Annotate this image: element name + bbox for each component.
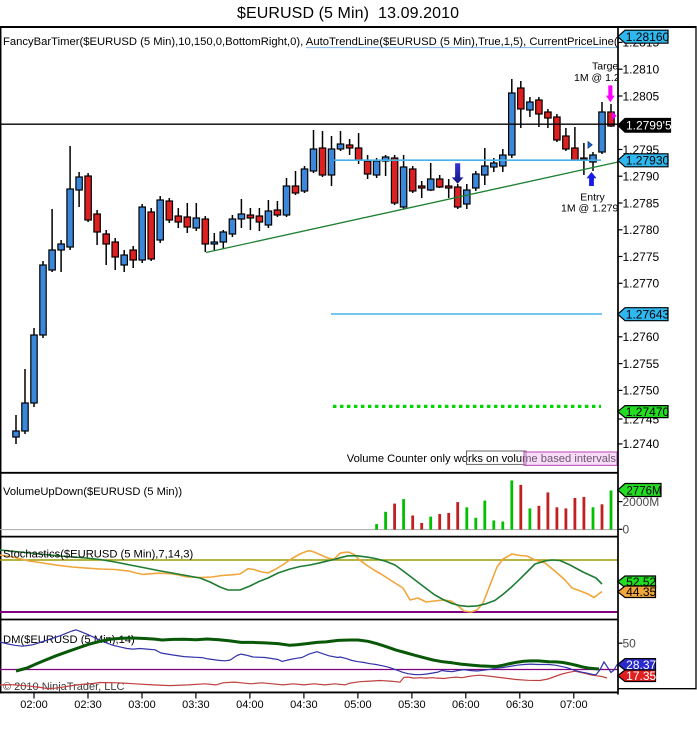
svg-text:Target: Target [592, 61, 621, 73]
svg-text:1.27643: 1.27643 [626, 308, 670, 322]
svg-text:1.2780: 1.2780 [623, 223, 660, 237]
svg-text:44.35: 44.35 [626, 585, 656, 599]
svg-text:05:30: 05:30 [398, 699, 426, 711]
svg-text:1.2805: 1.2805 [623, 89, 660, 103]
svg-text:1.2755: 1.2755 [623, 357, 660, 371]
svg-text:1M @ 1.2793: 1M @ 1.2793 [561, 203, 624, 215]
svg-text:1.27470: 1.27470 [626, 405, 670, 419]
svg-text:03:30: 03:30 [182, 699, 210, 711]
svg-text:1.2790: 1.2790 [623, 170, 660, 184]
svg-text:1.2799'5: 1.2799'5 [626, 119, 672, 133]
svg-text:1.2785: 1.2785 [623, 196, 660, 210]
svg-text:1.2760: 1.2760 [623, 330, 660, 344]
svg-text:04:00: 04:00 [236, 699, 264, 711]
svg-text:05:00: 05:00 [344, 699, 372, 711]
svg-text:06:00: 06:00 [452, 699, 480, 711]
svg-text:Entry: Entry [580, 192, 605, 204]
svg-text:06:30: 06:30 [506, 699, 534, 711]
svg-text:1.28160: 1.28160 [626, 30, 670, 44]
svg-text:1.2770: 1.2770 [623, 277, 660, 291]
svg-text:04:30: 04:30 [290, 699, 318, 711]
svg-text:02:00: 02:00 [20, 699, 48, 711]
svg-text:2776M: 2776M [626, 485, 661, 497]
svg-text:03:00: 03:00 [128, 699, 156, 711]
svg-text:1.2740: 1.2740 [623, 437, 660, 451]
svg-text:02:30: 02:30 [74, 699, 102, 711]
svg-text:2000M: 2000M [623, 495, 660, 509]
svg-text:1M @ 1.28160: 1M @ 1.28160 [574, 72, 643, 84]
svg-text:VolumeUpDown($EURUSD (5 Min)): VolumeUpDown($EURUSD (5 Min)) [3, 486, 182, 498]
svg-text:1.27930: 1.27930 [626, 154, 670, 168]
svg-text:28.37: 28.37 [626, 658, 656, 672]
svg-text:0: 0 [623, 523, 630, 537]
svg-text:50: 50 [623, 637, 637, 651]
svg-text:17.35: 17.35 [626, 669, 656, 683]
svg-text:$EURUSD (5 Min) 13.09.2010: $EURUSD (5 Min) 13.09.2010 [237, 5, 459, 22]
svg-text:Volume Counter only works on v: Volume Counter only works on volume base… [347, 453, 617, 465]
svg-text:1.2750: 1.2750 [623, 384, 660, 398]
svg-text:1.2775: 1.2775 [623, 250, 660, 264]
svg-text:1.2810: 1.2810 [623, 63, 660, 77]
svg-text:FancyBarTimer($EURUSD (5 Min),: FancyBarTimer($EURUSD (5 Min),10,150,0,B… [3, 36, 650, 48]
svg-text:07:00: 07:00 [560, 699, 588, 711]
svg-text:Stochastics($EURUSD (5 Min),7,: Stochastics($EURUSD (5 Min),7,14,3) [3, 549, 194, 561]
